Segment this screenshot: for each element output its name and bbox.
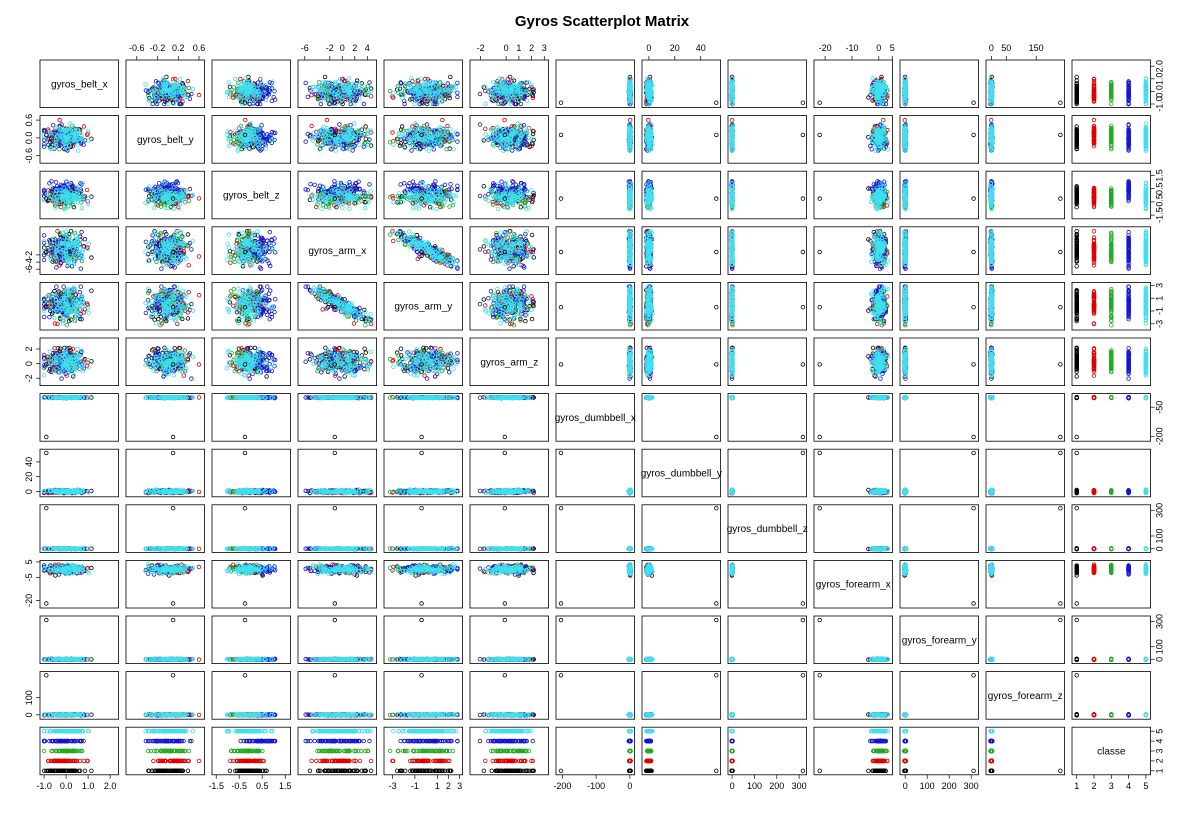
variable-label: gyros_belt_x bbox=[51, 79, 108, 90]
panel-r0-c0: gyros_belt_x bbox=[40, 60, 119, 108]
data-point bbox=[818, 101, 822, 105]
data-point bbox=[319, 102, 323, 106]
panel-r0-c6 bbox=[556, 60, 635, 108]
data-point bbox=[197, 93, 201, 97]
data-point bbox=[259, 78, 263, 82]
data-point bbox=[187, 86, 191, 90]
panel-r0-c2 bbox=[212, 60, 291, 108]
panel-frame bbox=[728, 60, 807, 108]
data-point bbox=[491, 80, 495, 84]
data-point bbox=[178, 77, 182, 81]
panel-r0-c10 bbox=[900, 60, 979, 108]
data-point bbox=[478, 92, 482, 96]
panel-r0-c3 bbox=[298, 60, 377, 108]
data-point bbox=[347, 77, 351, 81]
data-point bbox=[234, 77, 238, 81]
data-point bbox=[317, 80, 321, 84]
data-point bbox=[191, 87, 195, 91]
data-point bbox=[525, 99, 529, 103]
data-point bbox=[239, 77, 243, 81]
panel-r0-c1 bbox=[126, 60, 205, 108]
data-point bbox=[151, 102, 155, 106]
data-point bbox=[358, 96, 362, 100]
data-point bbox=[144, 83, 148, 87]
data-point bbox=[227, 81, 231, 85]
data-point bbox=[484, 102, 488, 106]
data-point bbox=[352, 102, 356, 106]
data-point bbox=[559, 101, 563, 105]
panel-r0-c7 bbox=[642, 60, 721, 108]
data-point bbox=[362, 102, 366, 106]
data-point bbox=[715, 101, 719, 105]
panel-grid: gyros_belt_xgyros_belt_ygyros_belt_zgyro… bbox=[40, 60, 1151, 775]
data-point bbox=[446, 82, 450, 86]
data-point bbox=[244, 77, 248, 81]
data-point bbox=[456, 81, 460, 85]
data-point bbox=[801, 101, 805, 105]
panel-frame bbox=[900, 60, 979, 108]
panel-r0-c8 bbox=[728, 60, 807, 108]
data-point bbox=[456, 95, 460, 99]
chart-title: Gyros Scatterplot Matrix bbox=[515, 13, 690, 30]
data-point bbox=[188, 97, 192, 101]
panel-r0-c4 bbox=[384, 60, 463, 108]
data-point bbox=[519, 102, 523, 106]
data-point bbox=[162, 77, 166, 81]
data-point bbox=[368, 81, 372, 85]
data-point bbox=[186, 79, 190, 83]
data-point bbox=[323, 75, 327, 79]
data-point bbox=[413, 102, 417, 106]
data-point bbox=[449, 75, 453, 79]
data-point bbox=[304, 81, 308, 85]
data-point bbox=[425, 102, 429, 106]
data-point bbox=[388, 89, 392, 93]
data-point bbox=[456, 91, 460, 95]
panel-r0-c5 bbox=[470, 60, 549, 108]
panel-frame bbox=[556, 60, 635, 108]
data-point bbox=[270, 99, 274, 103]
panel-r0-c9 bbox=[814, 60, 893, 108]
data-point bbox=[306, 95, 310, 99]
